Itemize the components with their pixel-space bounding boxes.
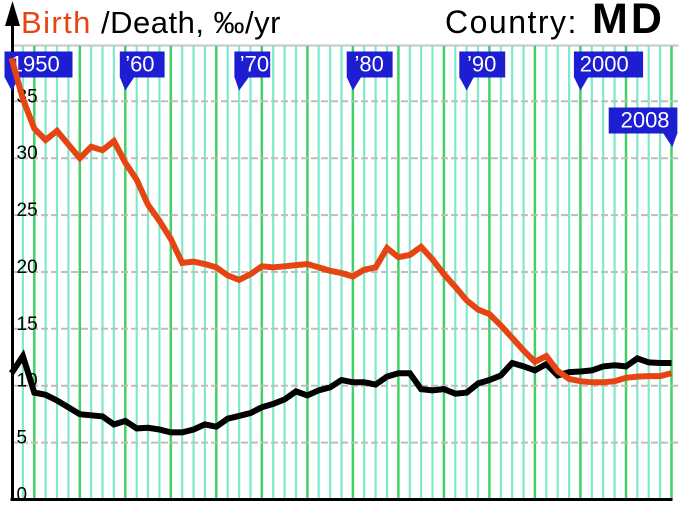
- svg-text:2000: 2000: [580, 52, 629, 77]
- svg-text:20: 20: [17, 257, 38, 278]
- svg-text:/Death, ‰/yr: /Death, ‰/yr: [101, 5, 281, 40]
- svg-text:0: 0: [17, 485, 28, 506]
- svg-text:Birth: Birth: [21, 5, 92, 40]
- svg-text:5: 5: [17, 428, 28, 449]
- svg-text:’80: ’80: [355, 52, 384, 77]
- svg-text:15: 15: [17, 314, 38, 335]
- svg-text:30: 30: [17, 143, 38, 164]
- svg-text:MD: MD: [592, 0, 665, 43]
- svg-text:2008: 2008: [621, 108, 670, 133]
- svg-text:25: 25: [17, 200, 38, 221]
- svg-text:’60: ’60: [125, 52, 154, 77]
- svg-text:1950: 1950: [11, 52, 60, 77]
- svg-text:Country:: Country:: [445, 4, 578, 40]
- svg-text:’90: ’90: [467, 52, 496, 77]
- svg-text:’70: ’70: [240, 52, 269, 77]
